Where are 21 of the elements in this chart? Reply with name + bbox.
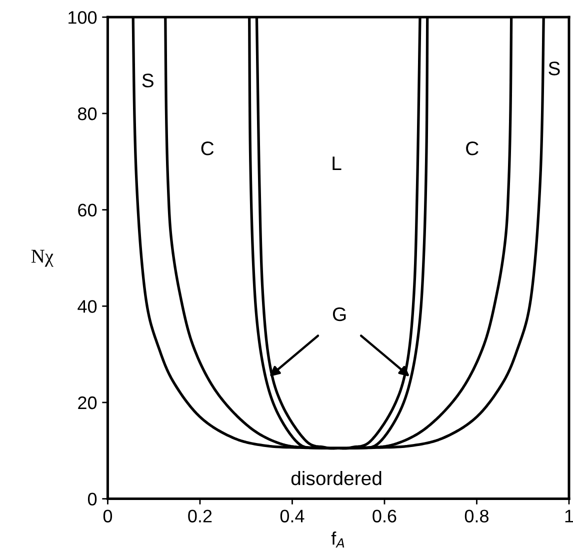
annotation: S (142, 74, 154, 88)
y-tick-label: 100 (68, 11, 97, 24)
x-tick-label: 1 (565, 510, 573, 522)
annotation: C (201, 142, 214, 156)
annotation: C (466, 142, 478, 156)
y-tick-label: 40 (78, 300, 97, 313)
y-tick-label: 60 (78, 204, 97, 217)
x-tick-label: 0.4 (280, 510, 304, 522)
y-axis-title: Nχ (31, 250, 54, 267)
annotation: L (332, 156, 342, 170)
annotation: G (332, 307, 346, 322)
y-tick-label: 20 (78, 396, 97, 410)
y-tick-label: 0 (88, 492, 97, 506)
x-tick-label: 0.8 (464, 510, 488, 522)
annotation: disordered (291, 470, 382, 486)
x-tick-label: 0.2 (188, 510, 212, 522)
x-tick-label: 0.6 (372, 510, 396, 522)
annotation: S (548, 62, 560, 76)
x-tick-label: 0 (103, 510, 112, 522)
y-tick-label: 80 (78, 107, 97, 120)
x-axis-title: f$_{A}$ (331, 532, 344, 548)
